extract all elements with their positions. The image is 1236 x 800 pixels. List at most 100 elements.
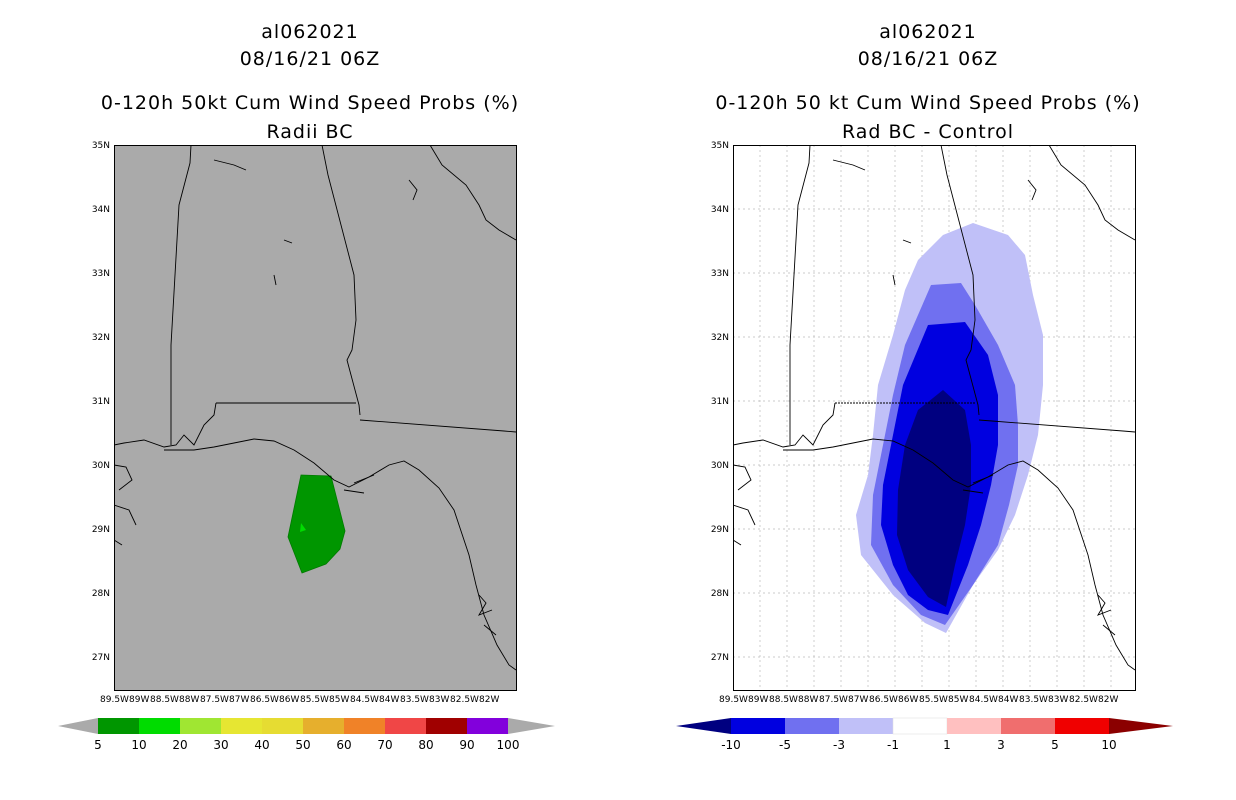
left-prob-area-10pct bbox=[300, 523, 306, 532]
left-lon-85.5: 85.5W bbox=[300, 695, 329, 705]
right-cb-label-minus10: -10 bbox=[721, 738, 741, 752]
right-datetime: 08/16/21 06Z bbox=[857, 48, 999, 70]
left-cb-swatch-7 bbox=[385, 718, 426, 734]
right-cb-swatch-0 bbox=[731, 718, 785, 734]
left-cb-swatch-4 bbox=[262, 718, 303, 734]
right-lon-87.5: 87.5W bbox=[819, 695, 848, 705]
left-lon-89.5: 89.5W bbox=[100, 695, 129, 705]
left-cb-swatch-8 bbox=[426, 718, 467, 734]
right-cb-label-10: 10 bbox=[1101, 738, 1117, 752]
left-lon-89: 89W bbox=[129, 695, 150, 705]
right-colorbar-high-end bbox=[1109, 718, 1173, 734]
right-lon-83: 83W bbox=[1048, 695, 1069, 705]
right-cb-swatch-5 bbox=[1001, 718, 1055, 734]
left-cb-label-20: 20 bbox=[172, 738, 188, 752]
left-cb-label-40: 40 bbox=[254, 738, 270, 752]
right-cb-swatch-4 bbox=[947, 718, 1001, 734]
left-colorbar-low-end bbox=[58, 718, 98, 734]
left-cb-label-10: 10 bbox=[131, 738, 147, 752]
left-map-frame bbox=[114, 145, 517, 691]
left-lat-30: 30N bbox=[91, 461, 110, 471]
left-cb-swatch-2 bbox=[180, 718, 221, 734]
left-subtitle: Radii BC bbox=[266, 121, 354, 143]
left-cb-label-100: 100 bbox=[496, 738, 520, 752]
left-map bbox=[114, 145, 517, 691]
right-lat-32: 32N bbox=[710, 333, 729, 343]
left-cb-label-60: 60 bbox=[336, 738, 352, 752]
right-borders bbox=[733, 145, 1136, 671]
left-colorbar-high-end bbox=[508, 718, 555, 734]
right-diff-area-minus10 bbox=[897, 390, 971, 607]
left-lon-88: 88W bbox=[179, 695, 200, 705]
right-lon-89.5: 89.5W bbox=[719, 695, 748, 705]
right-product-title: 0-120h 50 kt Cum Wind Speed Probs (%) bbox=[715, 92, 1141, 114]
left-lon-84: 84W bbox=[379, 695, 400, 705]
left-cb-swatch-3 bbox=[221, 718, 262, 734]
left-prob-area-5pct bbox=[287, 474, 346, 574]
right-storm-id: al062021 bbox=[879, 21, 977, 43]
left-lon-88.5: 88.5W bbox=[150, 695, 179, 705]
right-lon-88: 88W bbox=[798, 695, 819, 705]
left-cb-label-90: 90 bbox=[459, 738, 475, 752]
left-map-background bbox=[114, 145, 516, 690]
right-lon-83.5: 83.5W bbox=[1019, 695, 1048, 705]
left-lon-87.5: 87.5W bbox=[200, 695, 229, 705]
right-lat-35: 35N bbox=[710, 141, 729, 151]
left-cb-swatch-9 bbox=[467, 718, 508, 734]
right-lat-33: 33N bbox=[710, 269, 729, 279]
right-lon-82: 82W bbox=[1098, 695, 1119, 705]
right-lon-87: 87W bbox=[848, 695, 869, 705]
left-borders bbox=[114, 145, 517, 671]
right-cb-label-minus5: -5 bbox=[779, 738, 791, 752]
right-lon-84: 84W bbox=[998, 695, 1019, 705]
right-lat-28: 28N bbox=[710, 589, 729, 599]
left-cb-swatch-1 bbox=[139, 718, 180, 734]
left-lon-83.5: 83.5W bbox=[400, 695, 429, 705]
right-lon-86.5: 86.5W bbox=[869, 695, 898, 705]
left-lon-84.5: 84.5W bbox=[350, 695, 379, 705]
right-map-frame bbox=[733, 145, 1136, 691]
left-lon-85: 85W bbox=[329, 695, 350, 705]
left-lat-34: 34N bbox=[91, 205, 110, 215]
right-lat-29: 29N bbox=[710, 525, 729, 535]
right-lat-30: 30N bbox=[710, 461, 729, 471]
right-cb-swatch-3 bbox=[892, 717, 948, 735]
left-lon-82: 82W bbox=[479, 695, 500, 705]
right-colorbar bbox=[676, 717, 1173, 735]
right-cb-label-1: 1 bbox=[943, 738, 951, 752]
right-cb-swatch-2 bbox=[839, 718, 893, 734]
right-cb-swatch-1 bbox=[785, 718, 839, 734]
right-cb-swatch-6 bbox=[1055, 718, 1109, 734]
right-subtitle: Rad BC - Control bbox=[841, 121, 1015, 143]
left-storm-id: al062021 bbox=[261, 21, 359, 43]
left-cb-label-70: 70 bbox=[377, 738, 393, 752]
left-lon-83: 83W bbox=[429, 695, 450, 705]
left-lat-27: 27N bbox=[91, 653, 110, 663]
left-lat-32: 32N bbox=[91, 333, 110, 343]
right-cb-label-minus3: -3 bbox=[833, 738, 845, 752]
left-lat-29: 29N bbox=[91, 525, 110, 535]
right-lat-31: 31N bbox=[710, 397, 729, 407]
right-lon-84.5: 84.5W bbox=[969, 695, 998, 705]
left-cb-label-5: 5 bbox=[94, 738, 102, 752]
left-colorbar bbox=[58, 718, 555, 734]
right-cb-label-5: 5 bbox=[1051, 738, 1059, 752]
left-lat-28: 28N bbox=[91, 589, 110, 599]
right-lat-27: 27N bbox=[710, 653, 729, 663]
left-lon-86: 86W bbox=[279, 695, 300, 705]
left-lat-35: 35N bbox=[91, 141, 110, 151]
left-lon-87: 87W bbox=[229, 695, 250, 705]
right-map bbox=[733, 145, 1136, 691]
right-lon-86: 86W bbox=[898, 695, 919, 705]
left-cb-swatch-5 bbox=[303, 718, 344, 734]
right-lon-82.5: 82.5W bbox=[1069, 695, 1098, 705]
left-lat-31: 31N bbox=[91, 397, 110, 407]
right-colorbar-low-end bbox=[676, 718, 731, 734]
right-lon-89: 89W bbox=[748, 695, 769, 705]
left-lon-82.5: 82.5W bbox=[450, 695, 479, 705]
right-lon-88.5: 88.5W bbox=[769, 695, 798, 705]
right-lon-85.5: 85.5W bbox=[919, 695, 948, 705]
right-cb-label-minus1: -1 bbox=[887, 738, 899, 752]
right-lon-85: 85W bbox=[948, 695, 969, 705]
left-cb-label-50: 50 bbox=[295, 738, 311, 752]
